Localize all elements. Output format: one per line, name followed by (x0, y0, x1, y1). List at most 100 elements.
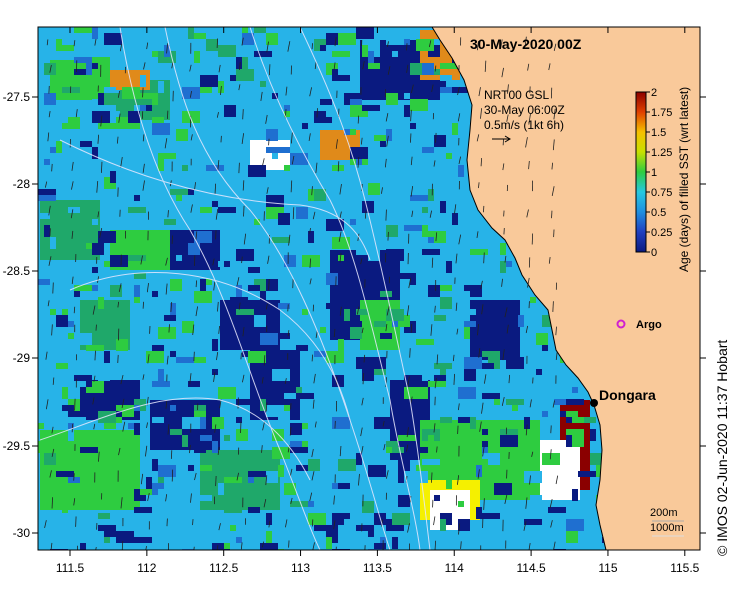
sst-pixel (170, 279, 182, 291)
sst-pixel (542, 453, 560, 465)
sst-pixel (158, 153, 176, 159)
sst-pixel (530, 495, 542, 501)
sst-pixel (506, 399, 524, 405)
sst-pixel (182, 315, 200, 321)
current-arrow (434, 378, 437, 389)
current-arrow (454, 204, 457, 214)
current-arrow (285, 519, 288, 528)
current-arrow (480, 158, 483, 167)
sst-pixel (362, 45, 368, 57)
sst-pixel (566, 399, 584, 405)
sst-pixel (548, 537, 560, 549)
sst-pixel (92, 27, 98, 39)
current-arrow (213, 282, 216, 291)
sst-pixel (50, 549, 68, 550)
sst-pixel (224, 27, 242, 33)
current-arrow (120, 497, 123, 509)
current-arrow (458, 403, 460, 411)
sst-pixel (278, 225, 284, 237)
y-tick-label: -28.5 (3, 264, 31, 278)
sst-pixel (158, 81, 164, 93)
sst-pixel (332, 69, 338, 81)
current-arrow (236, 472, 239, 481)
sst-pixel (302, 123, 308, 129)
current-arrow (456, 328, 459, 335)
sst-pixel (566, 429, 584, 435)
sst-pixel (440, 369, 446, 375)
sst-pixel (392, 201, 398, 207)
sst-pixel (218, 381, 224, 387)
current-arrow (118, 283, 122, 293)
current-arrow (242, 327, 245, 337)
sst-pixel (266, 471, 278, 483)
sst-pixel (440, 87, 452, 93)
current-arrow (551, 162, 553, 170)
sst-pixel (272, 549, 284, 550)
sst-pixel (152, 201, 170, 213)
sst-pixel (248, 351, 266, 363)
legend-arrow-icon (492, 135, 511, 143)
current-arrow (44, 181, 48, 188)
current-arrow (316, 108, 318, 118)
current-arrow (213, 372, 216, 382)
sst-pixel (44, 63, 56, 75)
sst-pixel (236, 417, 242, 423)
sst-pixel (152, 537, 164, 549)
sst-pixel (452, 123, 458, 135)
sst-pixel (194, 411, 206, 417)
bathymetry-contours (39, 27, 431, 550)
sst-pixel (182, 321, 194, 333)
sst-pixel (404, 105, 410, 117)
sst-pixel (566, 519, 584, 531)
current-arrow (312, 399, 315, 409)
sst-pixel (188, 189, 194, 195)
current-arrow (551, 186, 555, 196)
current-arrow (455, 302, 458, 311)
sst-pixel (440, 285, 452, 291)
sst-pixel (470, 249, 488, 255)
y-tick-label: -30 (13, 526, 31, 540)
sst-pixel (536, 405, 554, 411)
sst-pixel (146, 27, 152, 33)
sst-pixel (92, 111, 110, 123)
legend-scale: 0.5m/s (1kt 6h) (484, 118, 564, 132)
sst-pixel (524, 369, 530, 375)
current-arrow (142, 134, 145, 142)
sst-pixel (218, 483, 224, 495)
sst-pixel (254, 315, 266, 327)
sst-pixel (326, 117, 332, 123)
current-arrow (99, 227, 103, 238)
sst-pixel (134, 423, 140, 435)
current-arrow (236, 277, 240, 286)
current-arrow (429, 210, 432, 218)
current-arrow (338, 211, 342, 222)
sst-pixel (104, 537, 110, 543)
current-arrow (189, 91, 192, 98)
sst-pixel (62, 87, 80, 93)
current-arrow (218, 325, 220, 334)
sst-pixel (416, 171, 428, 177)
sst-pixel (422, 207, 428, 213)
sst-pixel (416, 147, 434, 153)
current-arrow (44, 520, 47, 529)
current-arrow (507, 84, 509, 94)
current-arrow (311, 471, 315, 481)
sst-pixel (98, 123, 116, 129)
sst-pixel (524, 471, 542, 483)
sst-pixel (98, 411, 116, 423)
sst-pixel (224, 435, 230, 441)
current-arrow (167, 424, 170, 435)
current-arrow (242, 374, 245, 383)
sst-pixel (158, 369, 164, 381)
current-arrow (190, 493, 192, 503)
sst-pixel (236, 153, 248, 159)
sst-pixel (68, 429, 74, 441)
sst-pixel (428, 435, 434, 447)
sst-pixel (74, 57, 92, 63)
sst-pixel (290, 423, 302, 435)
current-arrow (381, 187, 383, 194)
current-arrow (553, 541, 556, 550)
sst-pixel (338, 63, 350, 69)
sst-pixel (518, 405, 524, 411)
sst-pixel (440, 297, 452, 309)
